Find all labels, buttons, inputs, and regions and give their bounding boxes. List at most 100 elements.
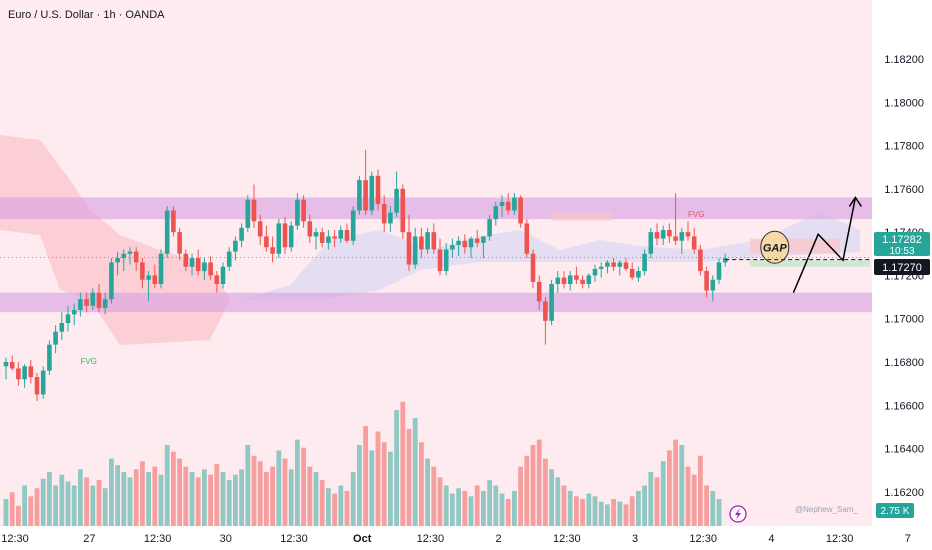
volume-bar [679,445,685,526]
x-tick-label: 27 [83,533,95,545]
volume-bar [109,458,114,526]
candle-body [543,301,548,321]
candle-body [158,253,164,285]
candle-body [22,366,27,380]
fvg-label: FVG [688,210,704,219]
candle-body [307,221,313,237]
bearish-cloud [0,135,230,345]
volume-bar [295,439,300,526]
volume-bar [611,499,616,526]
volume-bar [543,458,548,526]
candle-body [40,370,46,395]
volume-bar [530,445,536,526]
candle-body [3,361,9,367]
volume-bar [264,472,269,526]
candle-body [109,262,114,300]
volume-bar [357,445,362,526]
candle-body [710,279,716,291]
bid-price-badge [874,259,930,275]
candle-body [561,277,567,285]
candle-body [698,249,703,272]
volume-bar [462,490,468,526]
candle-body [214,275,220,285]
y-tick-label: 1.18200 [884,54,924,66]
volume-bar [524,455,530,526]
volume-bar [704,485,709,526]
gap-label: GAP [763,242,788,254]
volume-bar [78,469,83,526]
volume-bar [450,493,455,526]
volume-bar [195,477,201,526]
candle-body [524,223,530,254]
volume-bar [121,472,127,526]
candle-body [623,262,629,269]
time-axis[interactable] [0,526,932,550]
volume-bar [257,461,263,526]
candle-body [481,236,486,243]
volume-bar [487,480,492,526]
candle-body [636,271,641,278]
fvg-label: FVG [80,357,96,366]
candle-body [388,212,393,224]
x-tick-label: 12:30 [553,533,581,545]
candle-body [704,271,709,291]
lightning-icon[interactable] [729,505,747,523]
candles [3,149,728,401]
volume-bar [301,447,306,526]
volume-bar [183,466,189,526]
volume-bar [40,478,46,526]
chart-title: Euro / U.S. Dollar · 1h · OANDA [8,9,165,21]
y-tick-label: 1.17600 [884,184,924,196]
candle-body [629,268,635,278]
candle-body [332,236,337,239]
volume-bar [226,480,232,526]
candle-body [419,236,424,250]
x-tick-label: 30 [220,533,232,545]
volume-bar [505,499,511,526]
volume-bar [16,505,21,526]
candle-body [660,229,666,239]
current-price-line [0,257,872,261]
volume-bars [3,401,722,526]
x-tick-label: 12:30 [417,533,445,545]
candle-body [580,279,585,285]
candle-body [400,188,406,233]
volume-bar [239,469,244,526]
volume-bar [412,418,418,526]
volume-bar [425,458,430,526]
candle-body [357,180,362,211]
volume-bar [158,474,164,526]
candle-body [233,240,238,252]
y-tick-label: 1.16600 [884,400,924,412]
volume-bar [636,490,641,526]
volume-bar [84,477,89,526]
volume-bar [47,472,52,526]
current-price-badge [874,232,930,256]
volume-bar [698,455,703,526]
volume-bar [251,455,257,526]
zone-band [0,197,872,220]
volume-bar [71,485,77,526]
candle-body [592,268,598,276]
candle-body [468,238,474,248]
projection-line [792,197,857,294]
volume-bar [177,458,182,526]
candle-body [59,323,65,332]
candle-body [716,262,722,280]
volume-badge [876,503,914,518]
volume-bar [481,490,486,526]
volume-bar [282,458,288,526]
volume-bar [580,499,585,526]
y-tick-label: 1.18000 [884,97,924,109]
candle-body [369,175,375,211]
candle-body [251,199,257,222]
x-tick-label: 2 [496,533,502,545]
volume-bar [276,450,282,526]
y-tick-label: 1.17000 [884,314,924,326]
candle-body [654,232,660,239]
candle-body [78,299,83,311]
candle-body [288,225,294,248]
candle-body [326,236,331,243]
volume-bar [493,485,499,526]
